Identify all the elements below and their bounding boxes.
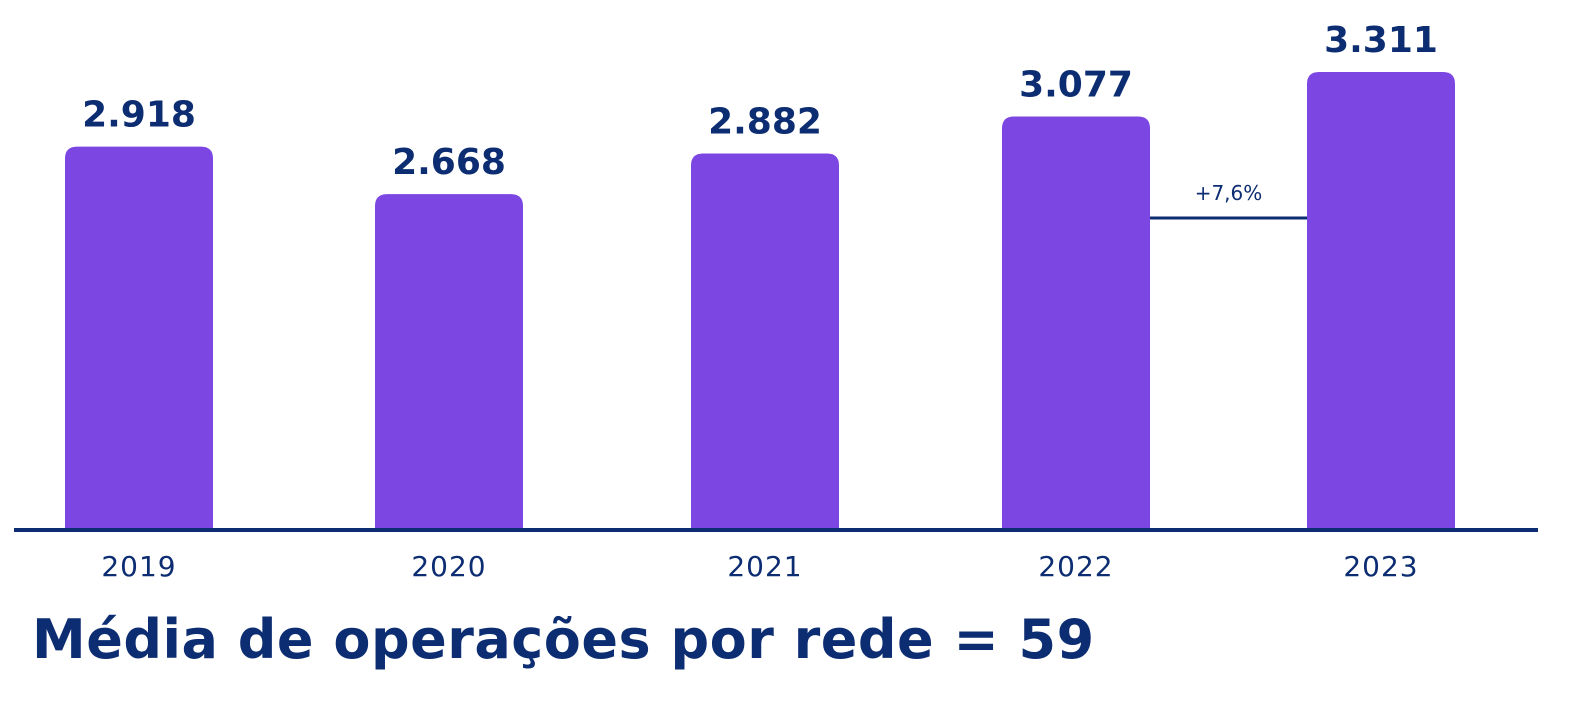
bar-2019 (65, 146, 213, 530)
x-tick-2020: 2020 (411, 550, 486, 583)
bar-2021 (691, 153, 839, 530)
average-operations-caption: Média de operações por rede = 59 (32, 608, 1095, 671)
growth-annotation-label: +7,6% (1195, 181, 1263, 205)
x-tick-2019: 2019 (101, 550, 176, 583)
value-label-2022: 3.077 (1019, 64, 1133, 105)
x-tick-2021: 2021 (727, 550, 802, 583)
bar-2023 (1307, 72, 1455, 530)
value-label-2020: 2.668 (392, 142, 506, 183)
value-label-2023: 3.311 (1324, 20, 1438, 61)
x-tick-2023: 2023 (1343, 550, 1418, 583)
bar-2022 (1002, 116, 1150, 530)
bar-2020 (375, 194, 523, 530)
bar-chart: 2.918 2019 2.668 2020 2.882 2021 3.077 2022 3.31… (14, 20, 1538, 583)
x-tick-2022: 2022 (1038, 550, 1113, 583)
chart-canvas: 2.918 2019 2.668 2020 2.882 2021 3.077 2022 3.31… (14, 20, 1538, 583)
value-label-2021: 2.882 (708, 101, 822, 142)
value-label-2019: 2.918 (82, 95, 196, 136)
